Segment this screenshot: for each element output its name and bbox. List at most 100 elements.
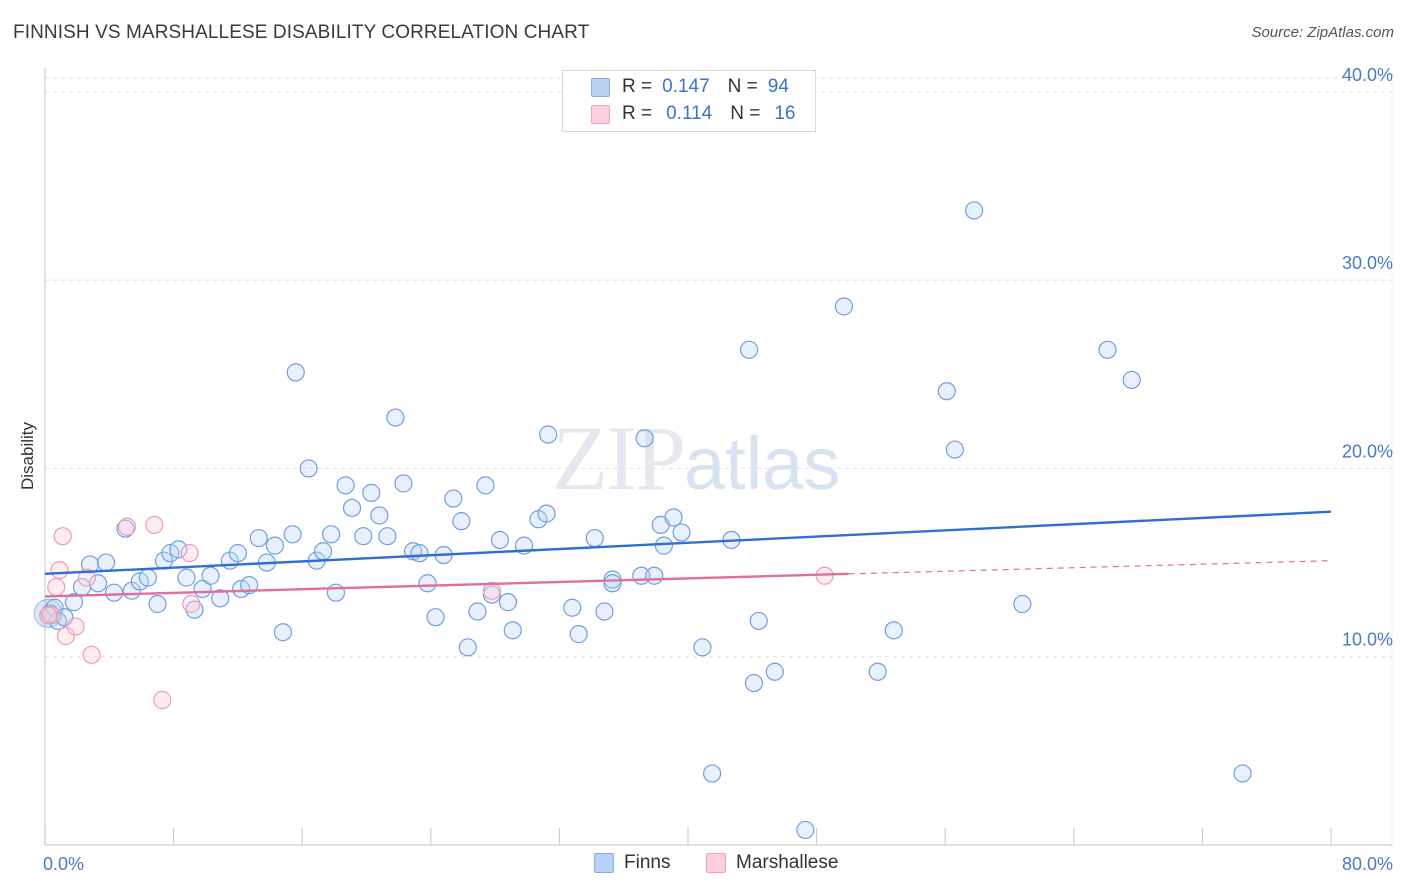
legend-marshallese-swatch [706,853,726,873]
finns-point [498,593,518,612]
finns-point [490,530,510,550]
marshallese-point [117,517,137,536]
marshallese-point [50,560,69,580]
finns-point [1013,594,1032,614]
finns-point [96,553,116,572]
marshallese-point [56,626,75,646]
finns-point [228,544,247,563]
marshallese-point [153,690,172,710]
finns-point [177,568,196,587]
finns-point [265,536,284,555]
finns-point [796,820,815,840]
finns-point [703,764,722,783]
watermark-atlas: atlas [684,422,841,505]
finns-point [64,593,84,612]
finns-point [273,623,293,642]
finns-point [249,528,268,548]
marshallese-n-value: 16 [774,103,796,124]
marshallese-point [82,645,101,664]
finns-point [386,408,405,427]
marshallese-point [39,606,58,625]
finns-point [458,638,477,657]
finns-point [834,297,854,316]
finns-point [211,589,230,608]
marshallese-n-label: N = [730,103,761,124]
chart-title: FINNISH VS MARSHALLESE DISABILITY CORREL… [13,22,590,43]
finns-n-label: N = [727,76,758,97]
legend-finns-label: Finns [624,852,671,873]
source-credit: Source: ZipAtlas.com [1251,24,1394,41]
marshallese-swatch [591,104,610,124]
marshallese-point [47,577,66,597]
finns-point [283,525,302,544]
legend-row-marshallese: R = 0.114 N = 16 [563,101,796,127]
finns-point [965,201,984,220]
finns-point [1122,370,1141,390]
y-tick-label: 20.0% [1342,441,1393,461]
finns-point [645,566,664,585]
finns-n-value: 94 [767,76,789,97]
finns-point [503,621,522,640]
finns-point [884,621,903,640]
finns-point [452,512,471,531]
finns-point [370,506,389,525]
marshallese-point [77,568,96,587]
finns-point [362,483,381,502]
finns-point [585,528,604,548]
finns-point [326,583,346,602]
finns-point [654,536,673,555]
finns-swatch [591,77,610,97]
finns-point [937,382,956,401]
finns-point [765,662,784,681]
stats-legend: R = 0.147 N = 94 R = 0.114 N = 16 [562,70,816,132]
finns-point [88,574,108,593]
finns-point [603,574,622,593]
y-tick-label: 40.0% [1342,65,1393,85]
x-tick-label: 80.0% [1342,854,1393,874]
legend-row-finns: R = 0.147 N = 94 [563,74,789,100]
finns-point [299,459,318,478]
finns-point [336,476,355,495]
finns-point [286,363,305,382]
legend-item-marshallese: Marshallese [706,852,838,874]
marshallese-r-value: 0.114 [666,103,713,124]
grid-lines [45,73,1393,845]
finns-point [1098,340,1117,359]
finns-point [342,498,362,518]
marshallese-point [145,515,164,535]
finns-point [322,525,341,544]
finns-point [563,598,582,617]
finns-point [354,527,373,546]
finns-point [539,425,558,444]
watermark: ZIPatlas [552,405,840,511]
axes [44,68,1392,846]
marshallese-point [182,594,201,614]
finns-point [410,544,429,563]
trend-lines [44,510,1332,598]
finns-point [635,429,654,448]
finns-point [169,540,188,559]
finns-point [1233,764,1252,783]
marshallese-point [66,617,85,636]
finns-point [378,527,397,546]
finns-r-value: 0.147 [662,76,710,97]
finns-point [148,594,167,614]
finns-point [744,673,764,693]
finns-point [749,611,768,631]
marshallese-trend-extension [848,560,1332,575]
finns-point [672,523,691,542]
finns-point [394,474,413,493]
finns-point [313,542,333,561]
marshallese-point [180,544,199,563]
finns-point [201,566,220,585]
finns-point [426,608,445,627]
finns-point [105,583,124,602]
finns-point [569,625,588,644]
legend-finns-swatch [594,853,614,873]
legend-item-finns: Finns [594,852,670,874]
legend-marshallese-label: Marshallese [736,852,839,873]
finns-r-label: R = [622,76,653,97]
finns-point [468,602,487,621]
finns-point [868,662,887,681]
